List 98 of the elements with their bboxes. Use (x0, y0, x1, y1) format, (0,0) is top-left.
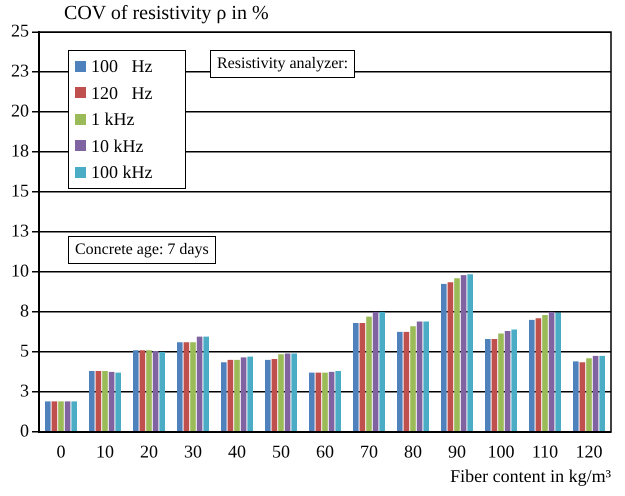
bar (467, 274, 474, 432)
y-axis-title: COV of resistivity ρ in % (64, 2, 269, 25)
bar (548, 312, 554, 432)
y-tick-label: 0 (20, 420, 29, 441)
legend-label: 100 Hz (91, 55, 152, 78)
legend-label: 100 kHz (91, 161, 152, 184)
bar (352, 323, 359, 432)
bar (176, 342, 183, 432)
bar (234, 360, 240, 432)
x-tick-label: 80 (404, 441, 422, 462)
legend-label: 10 kHz (91, 134, 144, 158)
x-tick-label: 50 (272, 441, 290, 462)
bar (52, 401, 58, 432)
bar (146, 350, 152, 432)
legend-label: 120 Hz (91, 82, 152, 104)
y-tick-label: 23 (11, 60, 29, 81)
bar (528, 320, 535, 432)
bar (448, 282, 454, 432)
bar (284, 353, 290, 432)
bar (379, 312, 386, 432)
bar (88, 371, 95, 432)
bar (64, 401, 70, 432)
x-tick-label: 120 (576, 441, 602, 462)
bar (572, 361, 579, 432)
bar (372, 312, 378, 432)
bar (555, 312, 562, 432)
bar (71, 401, 78, 432)
bar (140, 350, 146, 432)
bar (460, 275, 466, 432)
bar (498, 333, 504, 432)
y-tick-label: 5 (20, 340, 29, 361)
bar (96, 371, 102, 432)
bar (492, 339, 498, 432)
y-tick-label: 3 (20, 380, 29, 401)
legend-label: 1 kHz (91, 108, 134, 131)
bar (592, 356, 598, 432)
y-tick-label: 8 (20, 300, 29, 321)
bar (322, 372, 328, 432)
x-tick-label: 60 (316, 441, 334, 462)
bar (360, 323, 366, 432)
bar (416, 321, 422, 432)
y-tick-label: 10 (11, 260, 29, 281)
bar (272, 359, 278, 432)
bar (308, 372, 315, 432)
x-tick-label: 30 (184, 441, 202, 462)
bar (228, 360, 234, 432)
x-axis-title: Fiber content in kg/m³ (450, 466, 612, 486)
annotation: Resistivity analyzer: (210, 50, 356, 78)
bar (366, 316, 372, 432)
bar (44, 401, 51, 432)
bar (115, 372, 122, 432)
bar (316, 372, 322, 432)
x-tick-label: 40 (228, 441, 246, 462)
bar (536, 318, 542, 432)
bar (396, 332, 403, 432)
y-tick-label: 20 (11, 100, 29, 121)
bar (599, 356, 606, 432)
bar (291, 353, 298, 432)
x-tick-label: 110 (532, 441, 558, 462)
bar (240, 357, 246, 432)
bar (328, 372, 334, 432)
bar (580, 362, 586, 432)
x-tick-label: 100 (488, 441, 514, 462)
y-tick-label: 25 (11, 20, 29, 41)
bar (278, 354, 284, 432)
bar (423, 321, 430, 432)
bar (335, 371, 342, 432)
bar (159, 352, 166, 432)
y-tick-label: 15 (11, 180, 29, 201)
y-tick-label: 13 (11, 220, 29, 241)
bar (203, 336, 210, 432)
x-tick-label: 20 (140, 441, 158, 462)
bar (58, 401, 64, 432)
bar (247, 356, 254, 432)
bar (184, 342, 190, 432)
bar (264, 360, 271, 432)
x-tick-label: 10 (96, 441, 114, 462)
bar (102, 371, 108, 432)
bar (108, 372, 114, 432)
bar (190, 342, 196, 432)
bar (440, 284, 447, 432)
bar (586, 358, 592, 432)
bar (484, 339, 491, 432)
x-tick-label: 0 (56, 441, 66, 462)
bar (132, 350, 139, 432)
bar (404, 332, 410, 432)
bar (454, 278, 460, 432)
x-tick-label: 90 (448, 441, 466, 462)
bar (410, 326, 416, 432)
bar (504, 331, 510, 432)
bar (152, 351, 158, 432)
annotation: Concrete age: 7 days (68, 236, 216, 264)
bar (542, 315, 548, 432)
bar (511, 329, 518, 432)
x-tick-label: 70 (360, 441, 378, 462)
bar (196, 336, 202, 432)
y-tick-label: 18 (11, 140, 29, 161)
bar (220, 362, 227, 432)
